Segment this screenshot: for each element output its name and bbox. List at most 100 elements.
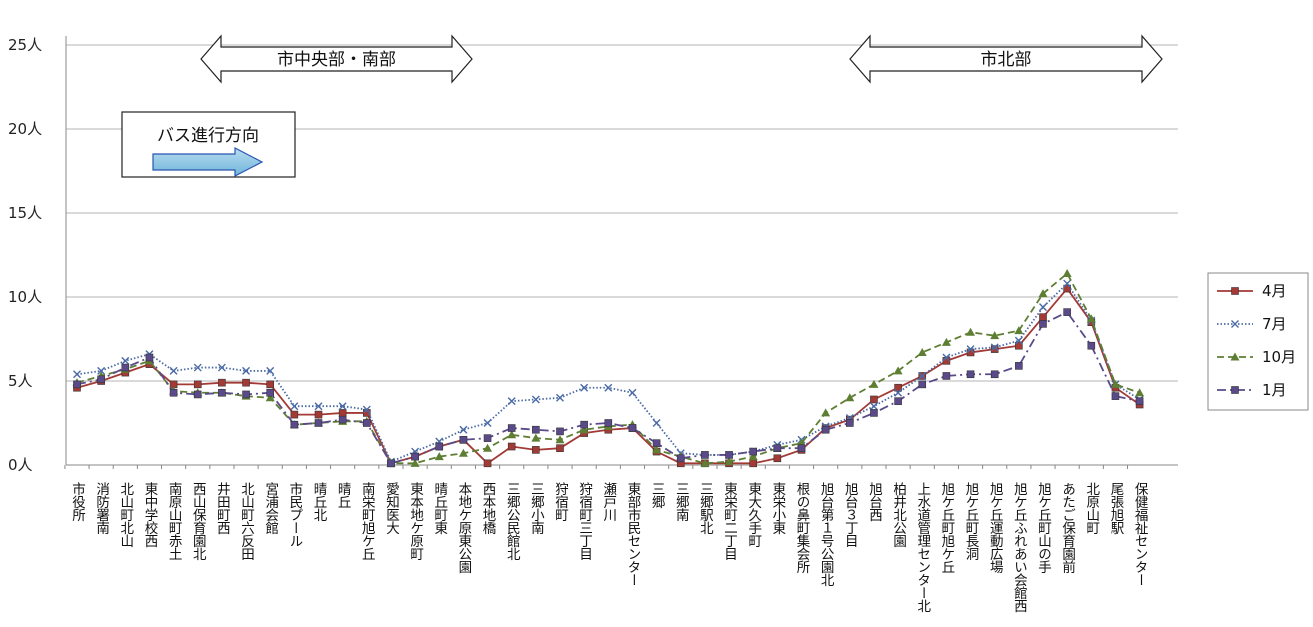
x-tick-label: 晴丘北 [311, 482, 328, 523]
y-tick-label: 0人 [8, 456, 33, 474]
data-point [821, 425, 830, 434]
x-tick-label: 旭台第１号公園北 [818, 482, 835, 588]
x-tick-label: 東大久手町 [745, 482, 762, 548]
data-point [1039, 320, 1047, 328]
data-point [73, 380, 81, 389]
data-point [387, 459, 395, 468]
series-line [76, 287, 1141, 465]
data-point [290, 420, 299, 429]
data-point [580, 383, 589, 392]
legend: 4月 7月 10月 1月 [1207, 272, 1309, 411]
x-tick-label: 柏井北公園 [890, 482, 907, 548]
x-tick-label: 旭ケ丘ふれあい会館西 [1011, 482, 1028, 613]
data-point [459, 425, 468, 434]
bus-direction-box: バス進行方向 [121, 111, 296, 178]
double-arrow-shape [849, 34, 1163, 84]
data-point [990, 370, 999, 379]
data-point [121, 363, 130, 372]
x-tick-label: 狩宿町 [552, 482, 569, 522]
x-tick-label: 三郷 [649, 482, 666, 509]
data-point [773, 444, 782, 453]
region-banner-label: 市北部 [981, 50, 1032, 70]
x-tick-label: 消防署南 [93, 482, 110, 535]
x-tick-label: 本地ケ原東公園 [455, 482, 472, 574]
direction-label: バス進行方向 [157, 126, 259, 146]
y-tick-label: 10人 [8, 288, 42, 306]
data-point [1039, 303, 1047, 312]
data-point [941, 337, 951, 346]
data-point [338, 402, 347, 411]
x-tick-label: 東本地ケ原町 [407, 482, 424, 561]
data-point [749, 459, 758, 468]
data-point [531, 395, 540, 404]
region-banner-label: 市中央部・南部 [277, 50, 396, 70]
x-tick-label: あたご保育園前 [1059, 482, 1076, 574]
data-point [1039, 313, 1047, 321]
data-point [1135, 388, 1145, 397]
data-point [169, 366, 178, 375]
x-tick-label: 市役所 [69, 481, 86, 522]
data-point [217, 363, 226, 372]
data-point [966, 370, 975, 379]
data-point [1062, 268, 1072, 277]
series-10月 [72, 268, 1145, 467]
data-point [218, 378, 226, 387]
data-point [628, 388, 637, 397]
data-point [628, 424, 637, 432]
data-point [604, 383, 613, 392]
x-tick-label: 東部市民センター [624, 482, 641, 586]
data-point [918, 371, 927, 380]
data-point [1230, 352, 1240, 361]
x-tick-label: 北原山町 [1083, 482, 1100, 535]
data-point [1135, 397, 1144, 405]
data-point [1231, 386, 1239, 394]
x-tick-label: 井田町西 [214, 482, 231, 535]
data-point [1086, 314, 1096, 323]
x-tick-label: 愛知医大 [383, 482, 400, 535]
data-point [1063, 308, 1071, 316]
x-tick-label: 北山町北山 [117, 482, 134, 548]
x-tick-label: 狩宿町三丁目 [576, 482, 593, 561]
data-point [434, 452, 444, 461]
data-point [869, 379, 879, 388]
y-tick-labels: 0人 5人 10人 15人 20人 25人 [8, 36, 42, 474]
data-point [314, 402, 323, 411]
series-line [76, 272, 1140, 465]
data-point [97, 375, 105, 384]
data-point [1231, 320, 1239, 328]
x-tick-label: 旭ケ丘町山の手 [1035, 482, 1052, 574]
data-point [555, 435, 565, 444]
legend-item-4月: 4月 [1217, 282, 1287, 300]
legend-label: 7月 [1262, 315, 1287, 333]
data-point [411, 452, 419, 461]
data-point [338, 415, 347, 424]
data-point [870, 395, 878, 404]
data-point [242, 378, 250, 387]
data-point [97, 366, 106, 375]
x-tick-label: 旭台西 [866, 482, 883, 522]
axes [64, 36, 1178, 469]
x-tick-label: 根の鼻町集会所 [794, 482, 811, 574]
data-point [458, 448, 468, 457]
x-tick-label: 三郷公民館北 [504, 482, 521, 562]
data-point [1038, 289, 1048, 298]
series-7月 [73, 279, 1144, 466]
x-tick-label: 晴丘町東 [431, 482, 448, 535]
data-point [483, 443, 493, 452]
data-point [724, 457, 734, 466]
x-tick-label: 東中学校西 [141, 482, 158, 548]
data-point [314, 410, 323, 419]
x-tick-label: 南栄町旭ケ丘 [359, 482, 376, 560]
data-point [531, 433, 541, 442]
x-tick-label: 北山町六反田 [238, 482, 255, 561]
x-tick-labels: 市役所 消防署南 北山町北山 東中学校西 南原山町赤土 西山保育園北 井田町西 北山町六反田宮… [69, 481, 1148, 614]
data-point [556, 444, 564, 453]
x-tick-label: 東栄町二丁目 [721, 482, 738, 561]
data-point [266, 380, 275, 389]
data-point [507, 424, 516, 432]
region-banners: 市中央部・南部 市北部 [200, 34, 1163, 84]
data-point [483, 419, 492, 427]
data-point [1111, 392, 1120, 400]
data-point [169, 388, 178, 397]
